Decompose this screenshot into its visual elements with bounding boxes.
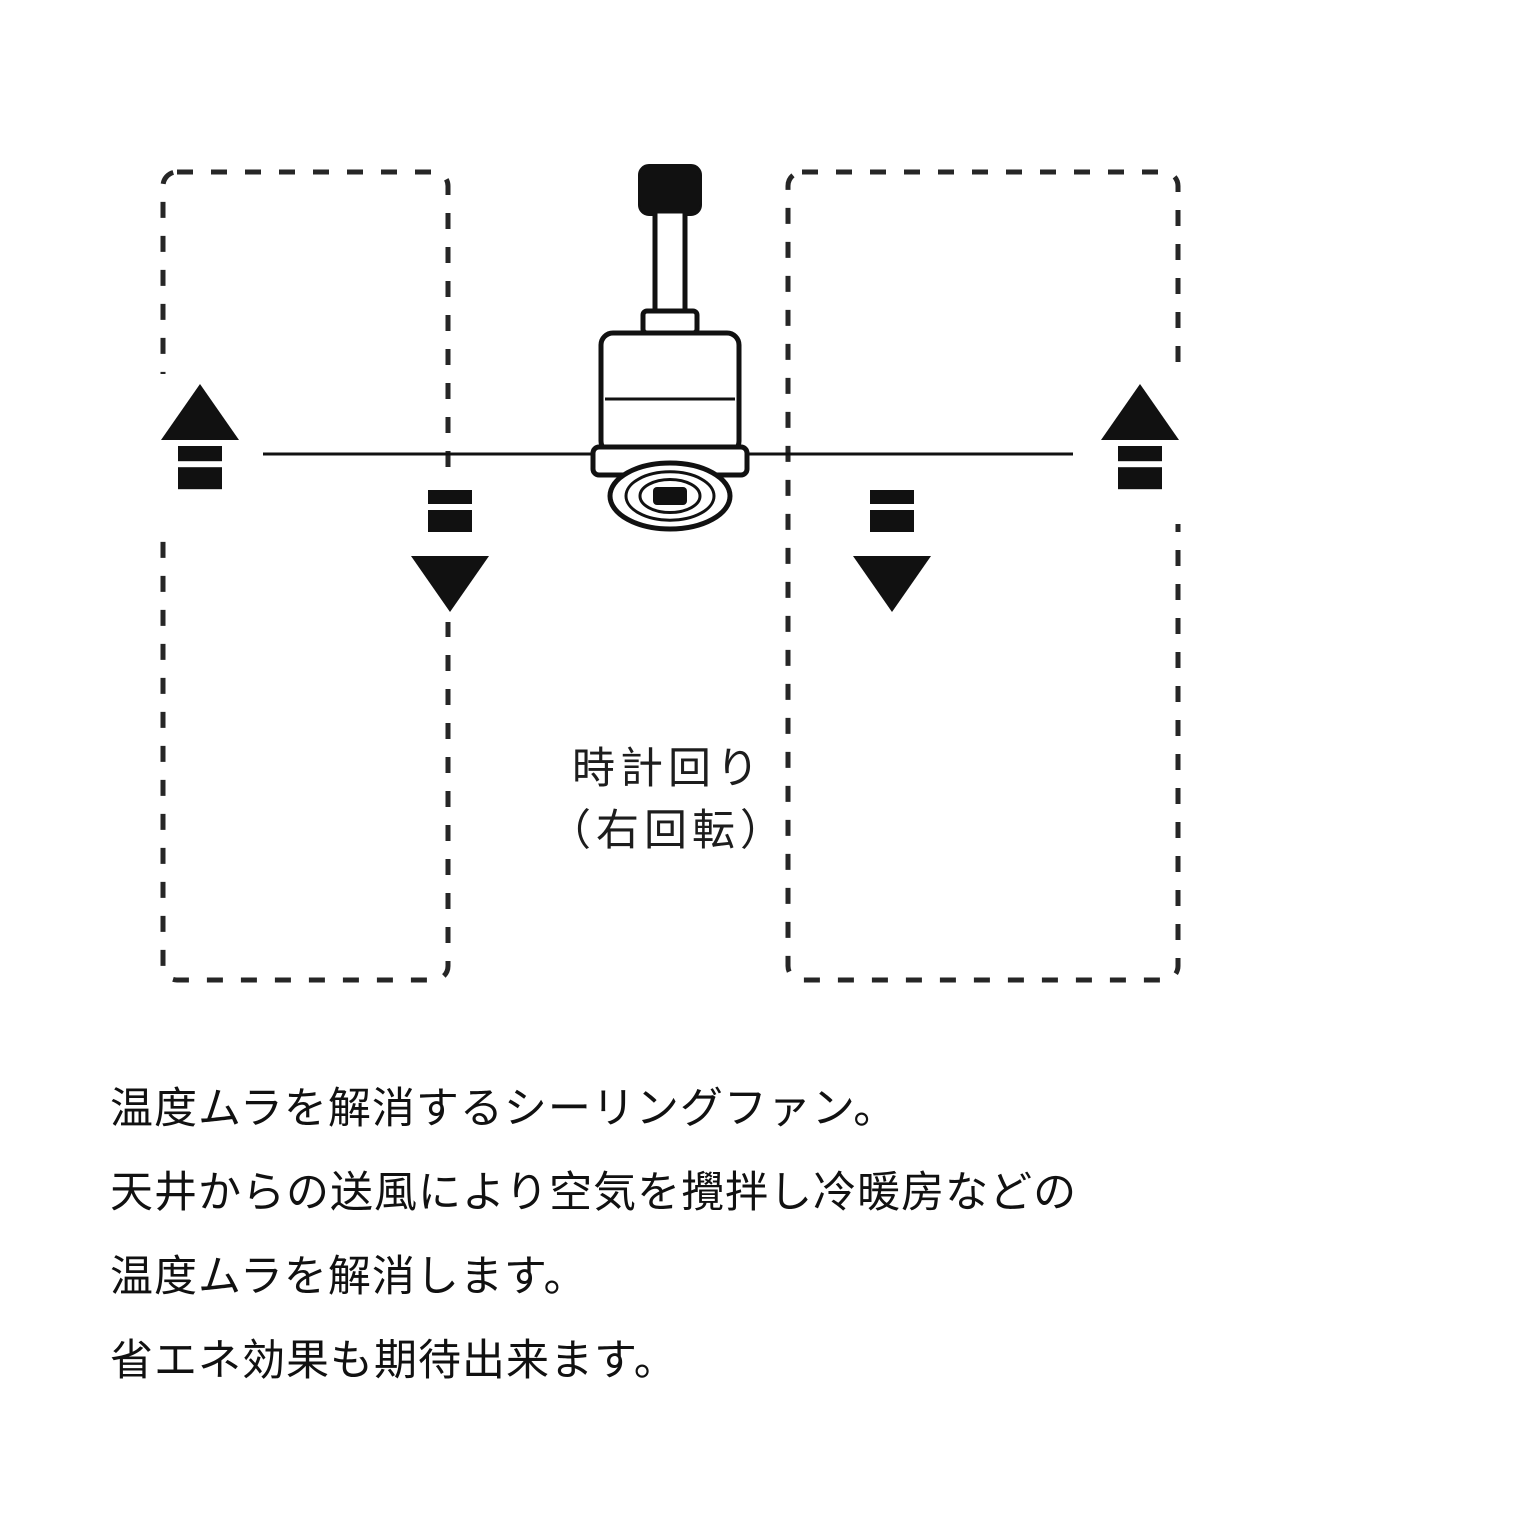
description-line: 温度ムラを解消するシーリングファン。 — [110, 1068, 1430, 1152]
rotation-label-line1: 時計回り — [488, 738, 848, 800]
description-line: 省エネ効果も期待出来ます。 — [110, 1320, 1430, 1404]
rotation-label: 時計回り （右回転） — [488, 738, 848, 863]
diagram-root: { "canvas": { "width": 1536, "height": 1… — [0, 0, 1536, 1536]
description-line: 天井からの送風により空気を攪拌し冷暖房などの — [110, 1152, 1430, 1236]
description-text: 温度ムラを解消するシーリングファン。天井からの送風により空気を攪拌し冷暖房などの… — [110, 1068, 1430, 1403]
rotation-label-line2: （右回転） — [488, 800, 848, 862]
description-line: 温度ムラを解消します。 — [110, 1236, 1430, 1320]
